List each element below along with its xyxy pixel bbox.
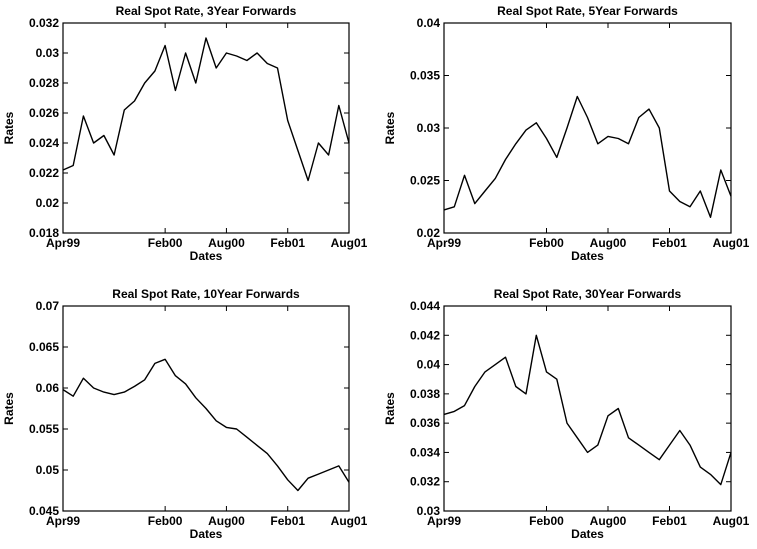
y-tick-label: 0.045: [29, 504, 59, 518]
chart-panel-4: Real Spot Rate, 30Year Forwards 0.03 0.032…: [383, 287, 750, 541]
x-tick-label: Feb00: [148, 236, 183, 250]
y-tick-label: 0.03: [417, 504, 441, 518]
chart-title: Real Spot Rate, 3Year Forwards: [116, 4, 297, 18]
y-tick-label: 0.028: [29, 76, 59, 90]
y-tick-label: 0.065: [29, 340, 59, 354]
y-tick-label: 0.026: [29, 106, 59, 120]
y-tick-label: 0.03: [36, 46, 60, 60]
y-tick-label: 0.034: [410, 445, 440, 459]
y-tick-label: 0.04: [417, 358, 441, 372]
series-line: [62, 358, 350, 492]
x-tick-label: Aug01: [331, 514, 368, 528]
x-tick-label: Aug01: [713, 514, 750, 528]
y-tick-label: 0.044: [410, 299, 440, 313]
y-tick-label: 0.05: [36, 463, 60, 477]
x-tick-label: Aug00: [590, 514, 627, 528]
plot-frame: [443, 305, 732, 512]
x-tick-label: Aug00: [590, 236, 627, 250]
y-tick-label: 0.024: [29, 136, 59, 150]
x-tick-label: Aug00: [208, 236, 245, 250]
plot-frame: [62, 22, 350, 234]
y-tick-label: 0.07: [36, 299, 60, 313]
y-axis-label: Rates: [2, 111, 16, 144]
x-tick-label: Aug01: [331, 236, 368, 250]
x-tick-label: Aug01: [713, 236, 750, 250]
y-tick-label: 0.025: [410, 174, 440, 188]
x-axis-label: Dates: [190, 527, 223, 541]
y-tick-label: 0.02: [36, 196, 60, 210]
plot-frame: [443, 22, 732, 234]
x-axis-label: Dates: [571, 249, 604, 263]
y-tick-label: 0.018: [29, 226, 59, 240]
plot-frame: [62, 305, 350, 512]
y-tick-label: 0.06: [36, 381, 60, 395]
x-tick-label: Apr99: [427, 514, 461, 528]
x-tick-label: Feb01: [270, 514, 305, 528]
x-tick-label: Feb01: [270, 236, 305, 250]
x-tick-label: Apr99: [46, 514, 80, 528]
x-tick-label: Feb00: [148, 514, 183, 528]
y-tick-label: 0.038: [410, 387, 440, 401]
x-tick-label: Feb01: [652, 236, 687, 250]
x-tick-label: Feb01: [652, 514, 687, 528]
chart-panel-3: Real Spot Rate, 10Year Forwards 0.045 0.05…: [2, 287, 368, 541]
chart-title: Real Spot Rate, 5Year Forwards: [497, 4, 678, 18]
chart-title: Real Spot Rate, 10Year Forwards: [112, 287, 300, 301]
y-tick-label: 0.032: [29, 16, 59, 30]
y-tick-label: 0.036: [410, 416, 440, 430]
x-tick-label: Feb00: [529, 236, 564, 250]
x-tick-label: Aug00: [208, 514, 245, 528]
y-tick-label: 0.042: [410, 328, 440, 342]
y-tick-label: 0.02: [417, 226, 441, 240]
x-axis-label: Dates: [571, 527, 604, 541]
chart-panel-1: Real Spot Rate, 3Year Forwards 0.018 0.02 0…: [2, 4, 368, 263]
x-tick-label: Feb00: [529, 514, 564, 528]
y-tick-label: 0.035: [410, 69, 440, 83]
y-axis-label: Rates: [2, 392, 16, 425]
series-line: [62, 37, 350, 182]
y-tick-label: 0.055: [29, 422, 59, 436]
x-tick-label: Apr99: [46, 236, 80, 250]
x-tick-label: Apr99: [427, 236, 461, 250]
y-tick-label: 0.03: [417, 121, 441, 135]
y-tick-label: 0.032: [410, 475, 440, 489]
y-axis-label: Rates: [383, 111, 397, 144]
chart-panel-2: Real Spot Rate, 5Year Forwards 0.02 0.025 0…: [383, 4, 750, 263]
series-line: [443, 334, 732, 486]
y-axis-label: Rates: [383, 392, 397, 425]
x-axis-label: Dates: [190, 249, 223, 263]
y-tick-label: 0.022: [29, 166, 59, 180]
y-tick-label: 0.04: [417, 16, 441, 30]
chart-title: Real Spot Rate, 30Year Forwards: [494, 287, 682, 301]
series-line: [443, 95, 732, 219]
